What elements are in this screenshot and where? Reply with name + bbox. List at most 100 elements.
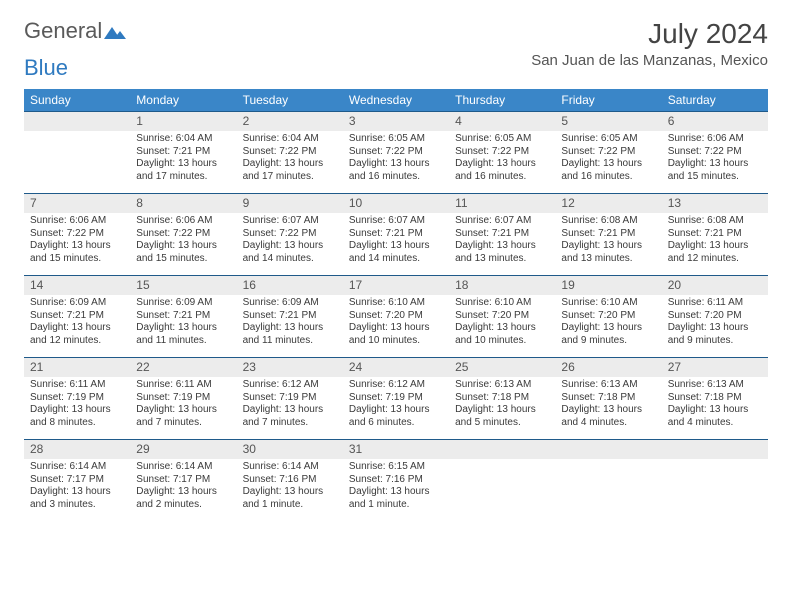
daylight-text: Daylight: 13 hours and 9 minutes. xyxy=(668,322,762,347)
sunrise-text: Sunrise: 6:11 AM xyxy=(668,297,762,310)
day-info: Sunrise: 6:13 AMSunset: 7:18 PMDaylight:… xyxy=(662,377,768,439)
sunset-text: Sunset: 7:22 PM xyxy=(668,146,762,159)
sunset-text: Sunset: 7:16 PM xyxy=(243,474,337,487)
day-info: Sunrise: 6:09 AMSunset: 7:21 PMDaylight:… xyxy=(237,295,343,357)
sunrise-text: Sunrise: 6:13 AM xyxy=(455,379,549,392)
day-number: 3 xyxy=(343,112,449,131)
day-number: 28 xyxy=(24,440,130,459)
day-info: Sunrise: 6:07 AMSunset: 7:22 PMDaylight:… xyxy=(237,213,343,275)
daylight-text: Daylight: 13 hours and 4 minutes. xyxy=(668,404,762,429)
day-number: 19 xyxy=(555,276,661,295)
day-cell-number: 24 xyxy=(343,358,449,378)
day-number: 30 xyxy=(237,440,343,459)
sunset-text: Sunset: 7:21 PM xyxy=(30,310,124,323)
day-number: 7 xyxy=(24,194,130,213)
day-header-row: Sunday Monday Tuesday Wednesday Thursday… xyxy=(24,89,768,112)
month-title: July 2024 xyxy=(531,18,768,50)
day-cell-info: Sunrise: 6:10 AMSunset: 7:20 PMDaylight:… xyxy=(449,295,555,358)
day-cell-number: 13 xyxy=(662,194,768,214)
day-cell-number: 18 xyxy=(449,276,555,296)
day-info: Sunrise: 6:10 AMSunset: 7:20 PMDaylight:… xyxy=(555,295,661,357)
daylight-text: Daylight: 13 hours and 17 minutes. xyxy=(243,158,337,183)
day-cell-number: 3 xyxy=(343,112,449,132)
day-number: 9 xyxy=(237,194,343,213)
day-header: Thursday xyxy=(449,89,555,112)
day-cell-info: Sunrise: 6:05 AMSunset: 7:22 PMDaylight:… xyxy=(449,131,555,194)
daylight-text: Daylight: 13 hours and 11 minutes. xyxy=(243,322,337,347)
daylight-text: Daylight: 13 hours and 7 minutes. xyxy=(136,404,230,429)
day-cell-number: 8 xyxy=(130,194,236,214)
daylight-text: Daylight: 13 hours and 13 minutes. xyxy=(561,240,655,265)
day-number: 8 xyxy=(130,194,236,213)
sunrise-text: Sunrise: 6:07 AM xyxy=(349,215,443,228)
day-cell-number: 31 xyxy=(343,440,449,460)
day-number: 21 xyxy=(24,358,130,377)
day-cell-info: Sunrise: 6:08 AMSunset: 7:21 PMDaylight:… xyxy=(555,213,661,276)
logo-icon xyxy=(104,23,126,39)
sunset-text: Sunset: 7:21 PM xyxy=(349,228,443,241)
logo: General xyxy=(24,18,126,44)
day-info: Sunrise: 6:13 AMSunset: 7:18 PMDaylight:… xyxy=(449,377,555,439)
day-cell-info: Sunrise: 6:12 AMSunset: 7:19 PMDaylight:… xyxy=(237,377,343,440)
calendar-table: Sunday Monday Tuesday Wednesday Thursday… xyxy=(24,89,768,521)
daylight-text: Daylight: 13 hours and 16 minutes. xyxy=(561,158,655,183)
day-cell-number: 20 xyxy=(662,276,768,296)
day-info: Sunrise: 6:07 AMSunset: 7:21 PMDaylight:… xyxy=(449,213,555,275)
day-info: Sunrise: 6:05 AMSunset: 7:22 PMDaylight:… xyxy=(555,131,661,193)
day-info: Sunrise: 6:15 AMSunset: 7:16 PMDaylight:… xyxy=(343,459,449,521)
sunrise-text: Sunrise: 6:13 AM xyxy=(561,379,655,392)
day-number: 23 xyxy=(237,358,343,377)
day-cell-number: 1 xyxy=(130,112,236,132)
day-cell-number: 6 xyxy=(662,112,768,132)
daylight-text: Daylight: 13 hours and 15 minutes. xyxy=(30,240,124,265)
sunrise-text: Sunrise: 6:04 AM xyxy=(136,133,230,146)
title-block: July 2024 San Juan de las Manzanas, Mexi… xyxy=(531,18,768,69)
day-number: 2 xyxy=(237,112,343,131)
day-number: 12 xyxy=(555,194,661,213)
day-info: Sunrise: 6:06 AMSunset: 7:22 PMDaylight:… xyxy=(130,213,236,275)
sunset-text: Sunset: 7:22 PM xyxy=(243,146,337,159)
day-info: Sunrise: 6:06 AMSunset: 7:22 PMDaylight:… xyxy=(662,131,768,193)
daynum-row: 78910111213 xyxy=(24,194,768,214)
daylight-text: Daylight: 13 hours and 8 minutes. xyxy=(30,404,124,429)
day-number: 1 xyxy=(130,112,236,131)
day-header: Friday xyxy=(555,89,661,112)
day-cell-number xyxy=(662,440,768,460)
day-cell-number: 19 xyxy=(555,276,661,296)
day-cell-info: Sunrise: 6:05 AMSunset: 7:22 PMDaylight:… xyxy=(343,131,449,194)
sunset-text: Sunset: 7:22 PM xyxy=(349,146,443,159)
sunset-text: Sunset: 7:18 PM xyxy=(561,392,655,405)
day-number: 6 xyxy=(662,112,768,131)
day-cell-info: Sunrise: 6:10 AMSunset: 7:20 PMDaylight:… xyxy=(555,295,661,358)
sunrise-text: Sunrise: 6:09 AM xyxy=(243,297,337,310)
day-number: 31 xyxy=(343,440,449,459)
day-info: Sunrise: 6:12 AMSunset: 7:19 PMDaylight:… xyxy=(237,377,343,439)
day-cell-info: Sunrise: 6:10 AMSunset: 7:20 PMDaylight:… xyxy=(343,295,449,358)
day-cell-info: Sunrise: 6:09 AMSunset: 7:21 PMDaylight:… xyxy=(24,295,130,358)
sunset-text: Sunset: 7:16 PM xyxy=(349,474,443,487)
sunset-text: Sunset: 7:20 PM xyxy=(455,310,549,323)
day-number: 11 xyxy=(449,194,555,213)
day-info: Sunrise: 6:04 AMSunset: 7:21 PMDaylight:… xyxy=(130,131,236,193)
day-cell-info: Sunrise: 6:08 AMSunset: 7:21 PMDaylight:… xyxy=(662,213,768,276)
sunset-text: Sunset: 7:19 PM xyxy=(349,392,443,405)
sunrise-text: Sunrise: 6:10 AM xyxy=(349,297,443,310)
day-number: 17 xyxy=(343,276,449,295)
sunrise-text: Sunrise: 6:11 AM xyxy=(136,379,230,392)
sunset-text: Sunset: 7:17 PM xyxy=(136,474,230,487)
day-cell-info xyxy=(449,459,555,521)
sunset-text: Sunset: 7:20 PM xyxy=(349,310,443,323)
logo-text-2: Blue xyxy=(24,55,68,81)
sunset-text: Sunset: 7:21 PM xyxy=(243,310,337,323)
info-row: Sunrise: 6:11 AMSunset: 7:19 PMDaylight:… xyxy=(24,377,768,440)
sunset-text: Sunset: 7:20 PM xyxy=(668,310,762,323)
day-cell-number: 2 xyxy=(237,112,343,132)
daylight-text: Daylight: 13 hours and 17 minutes. xyxy=(136,158,230,183)
sunrise-text: Sunrise: 6:06 AM xyxy=(668,133,762,146)
daylight-text: Daylight: 13 hours and 6 minutes. xyxy=(349,404,443,429)
day-number: 25 xyxy=(449,358,555,377)
day-cell-number: 16 xyxy=(237,276,343,296)
sunset-text: Sunset: 7:21 PM xyxy=(136,146,230,159)
sunrise-text: Sunrise: 6:11 AM xyxy=(30,379,124,392)
day-info: Sunrise: 6:10 AMSunset: 7:20 PMDaylight:… xyxy=(449,295,555,357)
